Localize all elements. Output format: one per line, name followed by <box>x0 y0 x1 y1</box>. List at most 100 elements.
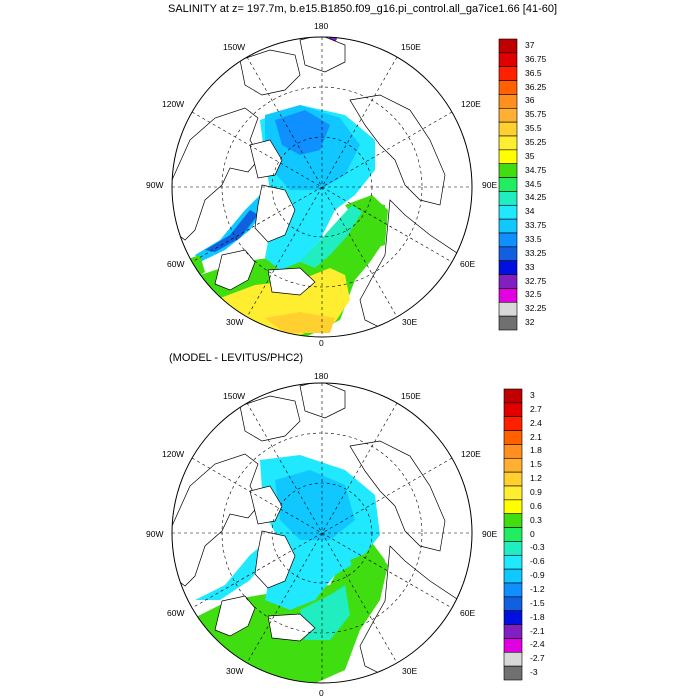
panel1-lon-150e: 150E <box>401 42 421 52</box>
panel1-colorbar-box <box>498 288 518 303</box>
panel2-colorbar-label: -2.7 <box>530 653 545 664</box>
panel1-colorbar-box <box>498 246 518 262</box>
panel2-colorbar-box <box>503 541 523 556</box>
panel1-colorbar-box <box>498 315 518 331</box>
panel1-lon-60e: 60E <box>460 259 476 269</box>
panel2-colorbar-box <box>503 554 523 570</box>
panel2-lon-90w: 90W <box>146 529 164 539</box>
panel1-colorbar-box <box>498 232 518 248</box>
panel2-lon-120e: 120E <box>461 449 481 459</box>
panel1-lon-30w: 30W <box>226 317 244 327</box>
panel2-colorbar-box <box>503 596 523 612</box>
panel2-colorbar-label: -0.6 <box>530 556 545 567</box>
panel1-colorbar-label: 35.75 <box>525 109 547 120</box>
panel1-colorbar-label: 37 <box>525 39 535 50</box>
panel2-colorbar-label: -2.4 <box>530 639 545 650</box>
panel1-lon-90e: 90E <box>482 180 498 190</box>
panel2-colorbar-label: 1.5 <box>530 459 542 470</box>
panel2-colorbar-box <box>503 527 523 542</box>
panel2-colorbar-label: 2.1 <box>530 431 542 442</box>
panel2-colorbar-box <box>503 638 523 653</box>
panel2-lon-30e: 30E <box>402 666 418 676</box>
panel2-colorbar-label: -3 <box>530 667 538 678</box>
panel1-colorbar-label: 34.25 <box>525 192 547 203</box>
panel2-colorbar-label: -1.8 <box>530 611 545 622</box>
panel2-colorbar-box <box>503 402 523 418</box>
panel2-colorbar-box <box>503 388 523 404</box>
panel2-lon-60e: 60E <box>460 608 476 618</box>
panel2-lon-30w: 30W <box>226 666 244 676</box>
panel2-colorbar-label: -0.3 <box>530 542 545 553</box>
panel2-lon-180: 180 <box>314 371 329 381</box>
panel2-colorbar-box <box>503 513 523 528</box>
panel1-colorbar-box <box>498 260 518 275</box>
panel1-lon-60w: 60W <box>167 259 185 269</box>
panel1-lon-120w: 120W <box>162 99 185 109</box>
panel1-colorbar-label: 34.5 <box>525 178 542 189</box>
panel2-colorbar <box>503 388 523 681</box>
panel1-colorbar-label: 33 <box>525 261 535 272</box>
panel1-lon-150w: 150W <box>223 42 246 52</box>
panel1-title: SALINITY at z= 197.7m, b.e15.B1850.f09_g… <box>168 3 558 15</box>
panel1-colorbar-label: 36 <box>525 95 535 106</box>
panel1-colorbar-label: 36.25 <box>525 81 547 92</box>
panel2-colorbar-label: 0.3 <box>530 514 542 525</box>
panel2-colorbar-label: 0 <box>530 528 535 539</box>
panel1-colorbar-box <box>498 301 518 317</box>
panel2-colorbar-label: 1.2 <box>530 473 542 484</box>
panel2-lon-60w: 60W <box>167 608 185 618</box>
panel1-colorbar-box <box>498 66 518 81</box>
panel1-colorbar-box <box>498 94 518 109</box>
panel2-colorbar-label: -0.9 <box>530 570 545 581</box>
panel2-colorbar-label: -1.2 <box>530 583 545 594</box>
panel2-colorbar-box <box>503 610 523 625</box>
panel2-lon-120w: 120W <box>162 449 185 459</box>
panel1-colorbar-label: 32.5 <box>525 289 542 300</box>
panel2-graticule <box>172 383 472 683</box>
panel1-colorbar-box <box>498 218 518 234</box>
panel1-colorbar-label: 33.5 <box>525 233 542 244</box>
panel1-colorbar-box <box>498 107 518 123</box>
panel2-colorbar-box <box>503 430 523 445</box>
panel1-colorbar-label: 35 <box>525 150 535 161</box>
panel2-colorbar-box <box>503 444 523 459</box>
panel2-colorbar-label: 0.6 <box>530 500 542 511</box>
panel1-colorbar-label: 36.75 <box>525 53 547 64</box>
panel2-colorbar-box <box>503 457 523 473</box>
panel1-lon-120e: 120E <box>461 99 481 109</box>
panel1-colorbar <box>498 38 518 331</box>
panel2-colorbar-label: 3 <box>530 389 535 400</box>
panel2-colorbar-box <box>503 665 523 681</box>
panel1-colorbar-box <box>498 191 518 206</box>
panel1-colorbar-box <box>498 149 518 165</box>
panel2-colorbar-box <box>503 624 523 639</box>
panel2-colorbar-label: -1.5 <box>530 597 545 608</box>
panel1-colorbar-box <box>498 163 518 178</box>
panel1-colorbar-box <box>498 121 518 137</box>
panel2-colorbar-box <box>503 499 523 515</box>
panel2-map-border <box>171 382 473 684</box>
panel1-colorbar-label: 32.25 <box>525 303 547 314</box>
panel2-colorbar-label: 2.7 <box>530 403 542 414</box>
panel2-colorbar-label: 2.4 <box>530 417 542 428</box>
panel1-colorbar-label: 34 <box>525 206 535 217</box>
panel2-colorbar-box <box>503 471 523 487</box>
panel2-colorbar-label: 0.9 <box>530 486 542 497</box>
panel1-colorbar-box <box>498 204 518 220</box>
panel1-colorbar-box <box>498 274 518 289</box>
panel1-colorbar-label: 34.75 <box>525 164 547 175</box>
panel2-colorbar-box <box>503 416 523 431</box>
panel2-colorbar-box <box>503 651 523 667</box>
panel1-lon-90w: 90W <box>146 180 164 190</box>
panel2-colorbar-box <box>503 568 523 584</box>
panel1-colorbar-box <box>498 177 518 192</box>
panel1-lon-30e: 30E <box>402 317 418 327</box>
panel1-colorbar-box <box>498 135 518 151</box>
panel2-lon-0: 0 <box>319 688 324 698</box>
panel2-title: (MODEL - LEVITUS/PHC2) <box>169 352 304 364</box>
panel1-map-border <box>171 36 473 338</box>
panel2-lon-90e: 90E <box>482 529 498 539</box>
panel1-colorbar-box <box>498 80 518 95</box>
panel1-colorbar-label: 35.25 <box>525 136 547 147</box>
